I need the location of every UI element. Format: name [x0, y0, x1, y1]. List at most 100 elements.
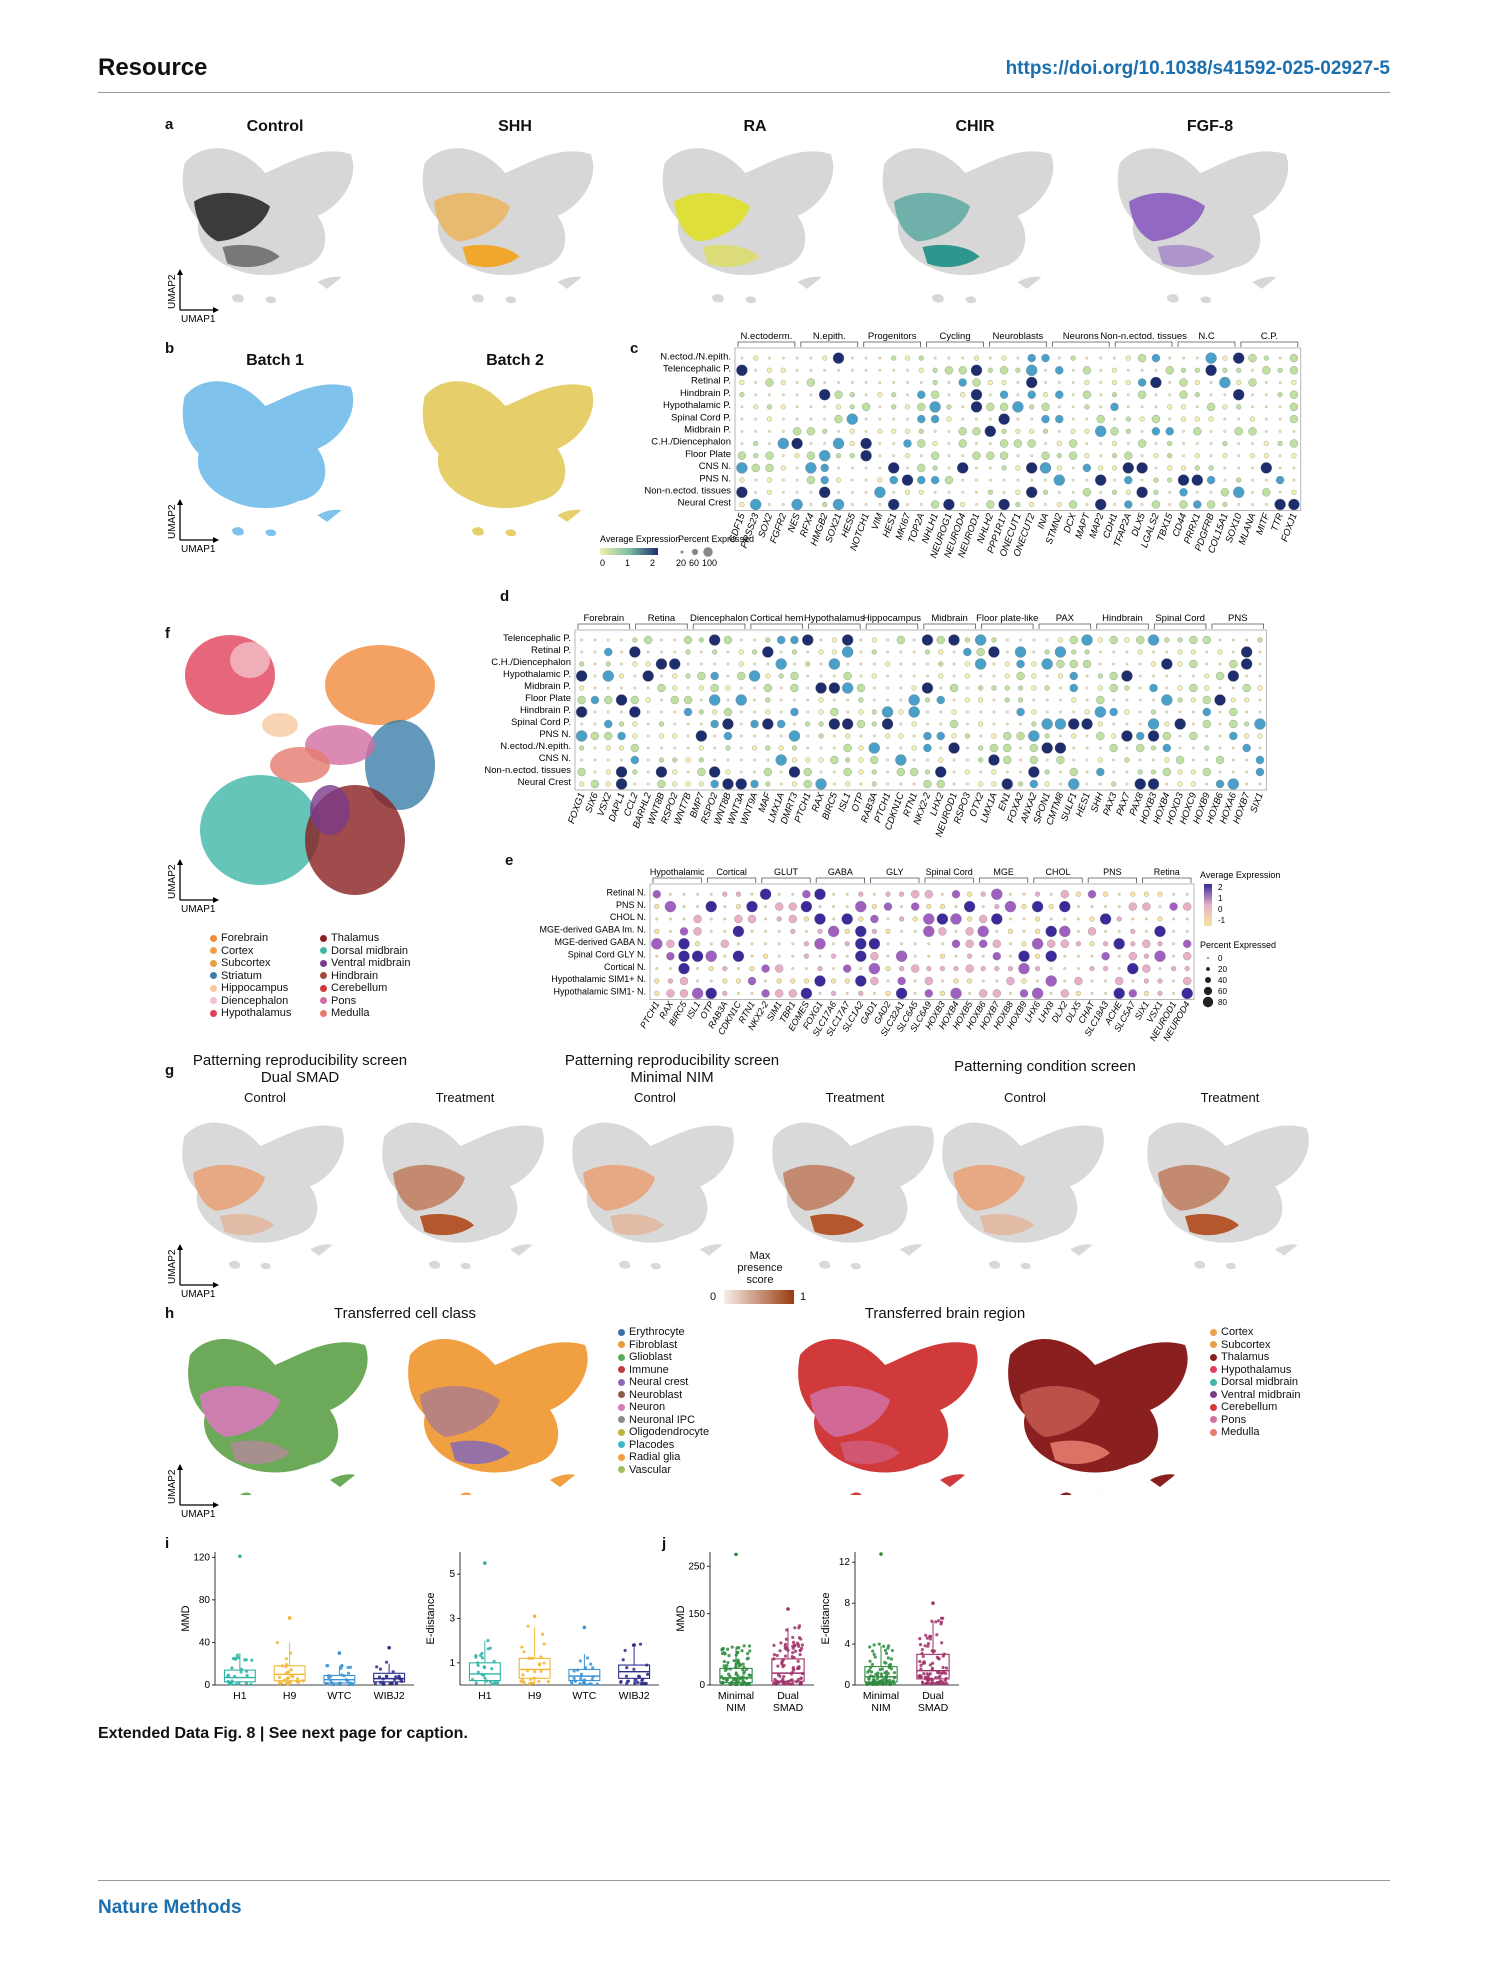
- dotplot-dot: [722, 778, 734, 790]
- dotplot-dot: [1063, 967, 1067, 970]
- box-point: [745, 1682, 749, 1687]
- dotplot-dot: [1172, 992, 1175, 995]
- dotplot-dot: [1205, 758, 1209, 762]
- dotplot-dot: [765, 673, 771, 679]
- dotplot-dot: [947, 442, 951, 445]
- dotplot-dot: [1041, 414, 1050, 424]
- box-point: [634, 1678, 638, 1683]
- dotplot-dot: [1085, 503, 1089, 506]
- dotplot-dot: [837, 368, 840, 372]
- umap-region: [850, 1262, 861, 1270]
- dotplot-dot: [1194, 465, 1200, 471]
- legend-label: Hypothalamus: [1221, 1363, 1292, 1376]
- doi-link[interactable]: https://doi.org/10.1038/s41592-025-02927…: [1005, 58, 1390, 79]
- dotplot-dot: [779, 734, 783, 738]
- dotplot-dot: [1099, 368, 1103, 372]
- panel-g-legend-title: Max presence score: [737, 1250, 783, 1286]
- dotplot-dot: [1218, 638, 1222, 642]
- dotplot-dot: [725, 685, 731, 691]
- dotplot-dot: [1264, 405, 1268, 409]
- dotplot-group-label: Floor plate-like: [976, 613, 1038, 624]
- dotplot-dot: [1125, 355, 1131, 361]
- dotplot-dot: [1164, 757, 1170, 763]
- box-point: [330, 1681, 334, 1685]
- dotplot-dot: [654, 904, 660, 910]
- dotplot-dot: [831, 990, 837, 996]
- dotplot-dot: [737, 451, 747, 460]
- dotplot-dot: [737, 671, 746, 681]
- dotplot-dot: [793, 722, 796, 726]
- dotplot-dot: [818, 733, 824, 739]
- dotplot-dot: [606, 686, 610, 690]
- box-point: [244, 1669, 249, 1673]
- dotplot-dot: [1167, 477, 1173, 483]
- dotplot-dot: [802, 634, 814, 646]
- dotplot-dot: [780, 465, 786, 471]
- dotplot-dot: [673, 710, 677, 714]
- dotplot-dot: [906, 381, 909, 384]
- box-point: [874, 1682, 878, 1686]
- dotplot-dot: [1085, 698, 1089, 702]
- umap2-label: UMAP2: [167, 274, 178, 309]
- dotplot-dot: [1029, 501, 1035, 508]
- dotplot-group-label: Hippocampus: [863, 613, 921, 624]
- dotplot-dot: [978, 721, 984, 727]
- dotplot-group-label: C.P.: [1261, 331, 1278, 342]
- dotplot-dot: [1125, 746, 1129, 750]
- dotplot-dot: [987, 489, 993, 495]
- panel-h-title-1: Transferred brain region: [864, 1305, 1026, 1322]
- panel-f-cluster: [310, 785, 350, 835]
- dotplot-dot: [605, 745, 611, 751]
- dotplot-dot: [815, 778, 827, 790]
- dotplot-dot: [992, 939, 1001, 948]
- box-point: [527, 1656, 531, 1660]
- dotplot-dot: [777, 930, 781, 933]
- dotplot-dot: [939, 966, 945, 972]
- legend-item: Ventral midbrain: [320, 957, 411, 970]
- dotplot-dot: [806, 710, 810, 714]
- dotplot-dot: [900, 905, 903, 908]
- dotplot-dot: [1137, 390, 1147, 399]
- dotplot-dot: [805, 462, 817, 474]
- dotplot-group-label: N.C: [1198, 331, 1215, 342]
- dotplot-dot: [1185, 930, 1189, 933]
- legend-item: Dorsal midbrain: [1210, 1376, 1301, 1389]
- dotplot-dot: [899, 686, 903, 690]
- dotplot-dot: [1081, 634, 1093, 646]
- dotplot-dot: [736, 462, 748, 474]
- umap-region: [330, 1474, 355, 1487]
- dotplot-dot: [891, 404, 897, 410]
- box-point: [287, 1676, 291, 1680]
- box-point: [639, 1682, 644, 1686]
- dotplot-dot: [765, 637, 771, 643]
- dotplot-dot: [936, 913, 949, 925]
- dotplot-dot: [1165, 686, 1169, 690]
- dotplot-dot: [780, 379, 786, 386]
- box-point: [872, 1643, 876, 1647]
- dotplot-dot: [994, 966, 1000, 972]
- dotplot-dot: [709, 917, 713, 921]
- dotplot-dot: [912, 782, 916, 786]
- dotplot-dot: [604, 695, 613, 705]
- dotplot-dot: [1263, 453, 1269, 459]
- umap-region: [260, 1262, 271, 1270]
- dotplot-dot: [930, 414, 940, 424]
- dotplot-dot: [1177, 685, 1183, 691]
- dotplot-dot: [605, 781, 611, 787]
- dotplot-dot: [1183, 902, 1192, 911]
- umap-region: [712, 294, 724, 303]
- dotplot-dot: [1096, 695, 1105, 705]
- box-point: [525, 1668, 530, 1673]
- box-point: [776, 1673, 781, 1677]
- dotplot-dot: [895, 987, 908, 1000]
- dotplot-dot: [1057, 637, 1063, 643]
- dotplot-dot: [1031, 721, 1037, 727]
- box-body: [273, 1665, 306, 1682]
- box-point: [796, 1659, 800, 1663]
- dotplot-dot: [1241, 658, 1253, 670]
- dotplot-dot: [831, 649, 837, 655]
- dotplot-dot: [1193, 500, 1202, 509]
- box-point: [866, 1682, 871, 1686]
- box-point: [940, 1671, 944, 1675]
- dotplot-dot: [970, 389, 983, 401]
